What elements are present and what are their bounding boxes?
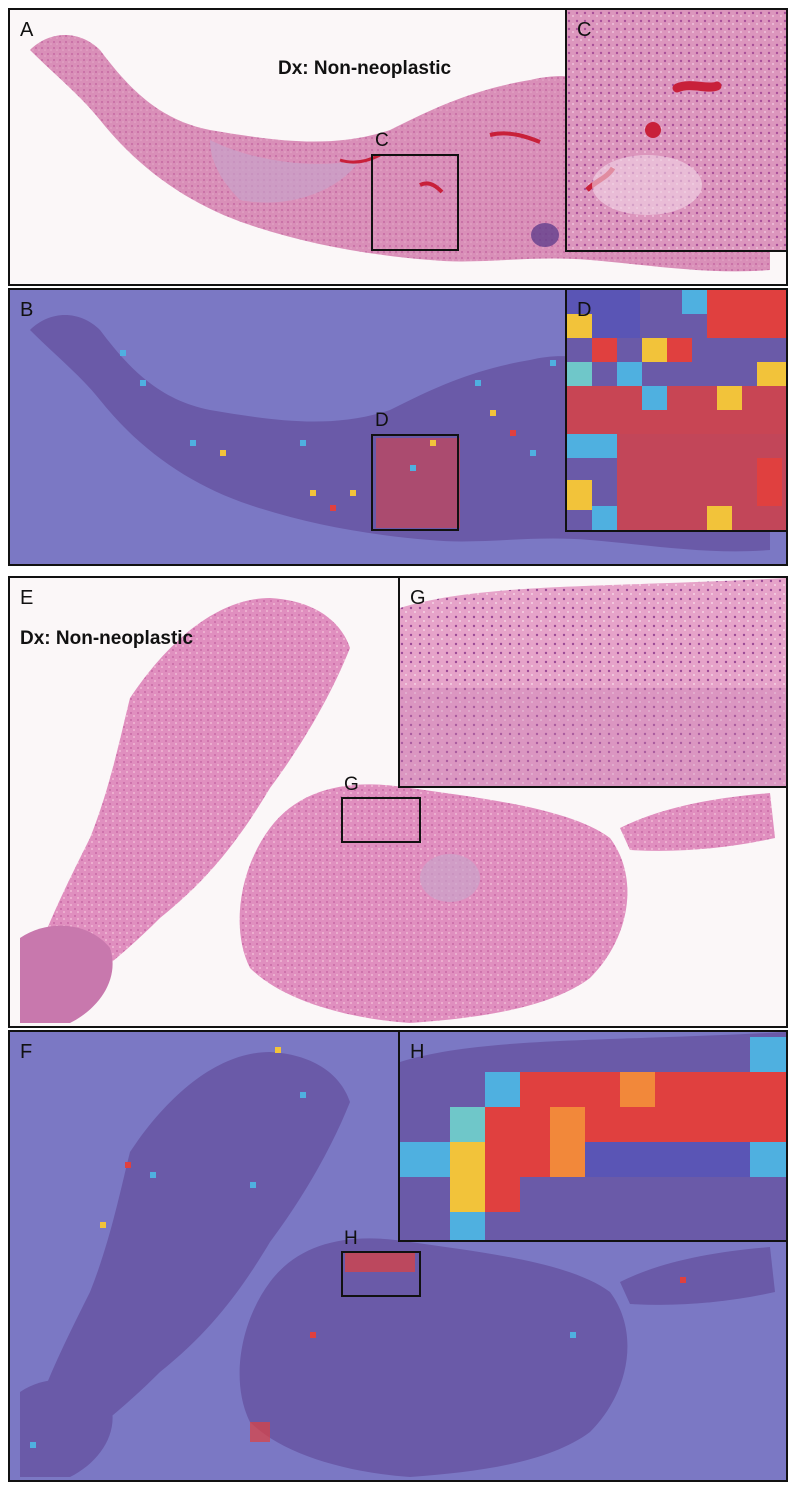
region-box-label-d: D <box>375 410 389 431</box>
panel-label-e: E <box>20 587 34 609</box>
region-box-label-h: H <box>344 1228 358 1249</box>
he-slide-e <box>20 598 775 1023</box>
panel-label-b: B <box>20 299 34 321</box>
tissue-fragment-3 <box>620 793 775 851</box>
panel-label-c: C <box>577 19 592 41</box>
heat-tiles <box>30 1047 686 1448</box>
he-zoom-c <box>567 10 786 250</box>
tissue-fragment-1 <box>20 1052 350 1472</box>
tissue-fragment-1 <box>20 598 350 1018</box>
tissue-fragment-2 <box>239 1238 628 1477</box>
panel-label-h: H <box>410 1041 425 1063</box>
panel-g-inset: G <box>398 576 788 788</box>
panel-f: F H <box>8 1030 788 1482</box>
diagnosis-label-a: Dx: Non-neoplastic <box>278 58 452 79</box>
he-zoom-g <box>400 578 786 786</box>
heat-tiles <box>120 350 556 528</box>
region-box-label-g: G <box>344 774 359 795</box>
region-box-label-c: C <box>375 130 389 151</box>
panel-label-a: A <box>20 19 34 41</box>
panel-label-d: D <box>577 299 592 321</box>
heat-grid <box>400 1037 786 1240</box>
heat-grid <box>567 290 786 530</box>
region-box-c <box>371 154 459 251</box>
heatmap-slide-f <box>20 1047 775 1477</box>
panel-d-inset: D <box>565 288 788 532</box>
region-box-d <box>371 434 459 531</box>
panel-label-f: F <box>20 1041 33 1063</box>
tissue-fragment-2 <box>239 784 628 1023</box>
tissue-fragment-3 <box>620 1247 775 1305</box>
panel-h-inset: H <box>398 1030 788 1242</box>
diagnosis-label-e: Dx: Non-neoplastic <box>20 628 194 649</box>
heatmap-zoom-h <box>400 1032 786 1240</box>
heatmap-zoom-d <box>567 290 786 530</box>
region-box-h <box>341 1251 421 1297</box>
region-box-g <box>341 797 421 843</box>
panel-c-inset: C <box>565 8 788 252</box>
panel-label-g: G <box>410 587 426 609</box>
